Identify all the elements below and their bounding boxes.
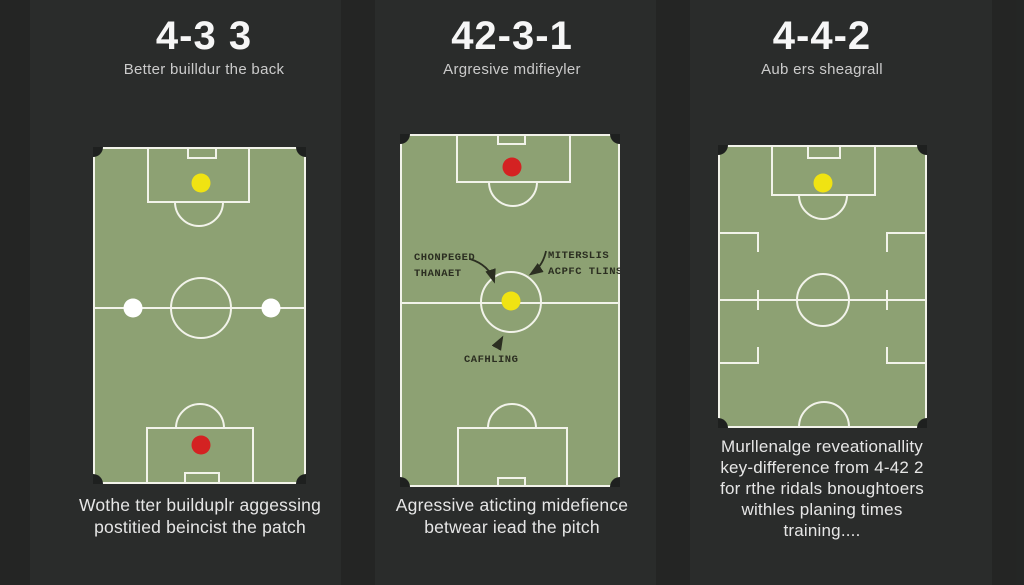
annotation-arrow-bottom <box>491 335 504 351</box>
annotation-right-line1: MITERSLIS <box>548 250 609 262</box>
pitch-diagram-4231: CHONPEGED THANAET MITERSLIS ACPFC TLINS … <box>400 134 620 487</box>
annotation-left-line2: THANAET <box>414 268 462 280</box>
formation-subtitle-4231: Argresive mdifieyler <box>443 61 581 78</box>
column-divider-1 <box>341 0 375 585</box>
caption-line: training.... <box>783 521 861 540</box>
annotation-bottom-label: CAFHLING <box>464 354 518 366</box>
column-header-4231: 42-3-1 Argresive mdifieyler <box>362 14 662 78</box>
caption-line: Agressive aticting midefience <box>395 495 629 515</box>
caption-442: Murllenalge reveationallity key-differen… <box>672 436 972 541</box>
formation-title-433: 4-3 3 <box>155 14 253 58</box>
corner-marks <box>718 145 927 428</box>
yellow-player-marker <box>191 173 211 193</box>
player-markers-433 <box>123 173 281 455</box>
red-player-marker <box>502 157 522 177</box>
caption-433: Wothe tter builduplr aggessing postitied… <box>50 494 350 538</box>
player-markers-4231 <box>501 157 522 311</box>
caption-line: Murllenalge reveationallity <box>721 437 923 456</box>
column-divider-2 <box>656 0 690 585</box>
caption-line: withles planing times <box>741 500 903 519</box>
column-header-442: 4-4-2 Aub ers sheagrall <box>672 14 972 78</box>
column-header-433: 4-3 3 Better builldur the back <box>54 14 354 78</box>
annotation-arrow-right <box>528 250 547 276</box>
annotation-left-line1: CHONPEGED <box>414 252 475 264</box>
caption-line: key-difference from 4-42 2 <box>720 458 924 477</box>
yellow-player-marker <box>813 173 833 193</box>
caption-line: for rthe ridals bnoughtoers <box>720 479 924 498</box>
caption-line: Wothe tter builduplr aggessing <box>78 495 322 515</box>
formation-subtitle-442: Aub ers sheagrall <box>761 61 883 78</box>
annotation-arrow-left <box>469 258 496 284</box>
caption-line: postitied beincist the patch <box>94 517 306 537</box>
pitch-lines <box>400 134 620 487</box>
annotation-arrows <box>469 250 547 351</box>
pitch-diagram-442 <box>718 145 927 428</box>
formation-title-442: 4-4-2 <box>772 14 872 58</box>
formation-title-4231: 42-3-1 <box>451 14 573 58</box>
pitch-turf <box>400 134 620 487</box>
background-shade-left <box>0 0 30 585</box>
background-shade-right <box>992 0 1024 585</box>
formation-subtitle-433: Better builldur the back <box>123 61 285 78</box>
player-markers-442 <box>813 173 833 193</box>
caption-4231: Agressive aticting midefience betwear ie… <box>362 494 662 538</box>
caption-line: betwear iead the pitch <box>424 517 600 537</box>
red-player-marker <box>191 435 211 455</box>
annotation-labels: CHONPEGED THANAET MITERSLIS ACPFC TLINS … <box>414 250 620 366</box>
yellow-player-marker <box>501 291 521 311</box>
pitch-diagram-433 <box>93 147 306 484</box>
pitch-lines <box>718 145 927 428</box>
corner-marks <box>93 147 306 484</box>
white-player-marker <box>123 298 143 318</box>
corner-marks <box>400 134 620 487</box>
annotation-right-line2: ACPFC TLINS <box>548 266 620 278</box>
white-player-marker <box>261 298 281 318</box>
